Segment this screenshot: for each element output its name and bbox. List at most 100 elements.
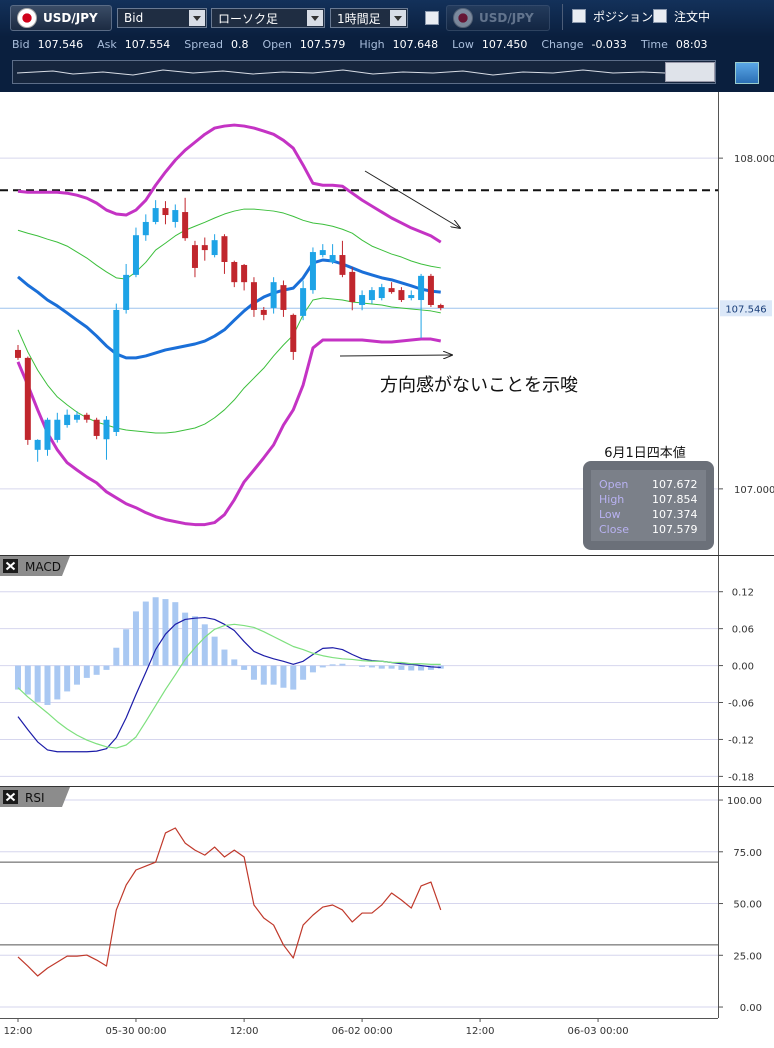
price-type: Bid (124, 11, 144, 25)
y-tick-label: 100.00 (727, 796, 762, 807)
chart: 108.000 107.000 107.546 方向感がないことを示唆 6月1日四本値 O… (0, 92, 774, 1037)
candle-body (418, 275, 425, 301)
histogram-bar (93, 665, 100, 675)
y-tick-label: 25.00 (733, 951, 762, 962)
band-line (17, 258, 441, 360)
ohlc-label: Open (599, 478, 628, 491)
arrow (339, 355, 452, 356)
candle-body (34, 439, 41, 450)
quote-value: 107.579 (299, 38, 346, 51)
compare-symbol: USD/JPY (479, 11, 534, 25)
panel-title: RSI (25, 791, 45, 805)
histogram-bar (300, 665, 307, 680)
candle-body (290, 314, 297, 352)
order-checkbox[interactable] (653, 9, 667, 23)
compare-checkbox[interactable] (425, 11, 439, 25)
ohlc-label: Close (599, 523, 629, 536)
y-tick-label: -0.06 (728, 699, 754, 710)
flag-icon (17, 8, 37, 28)
histogram-bar (123, 629, 130, 666)
histogram-bar (34, 665, 41, 702)
histogram-bar (182, 612, 189, 666)
histogram-bar (211, 636, 218, 666)
candle-body (231, 261, 238, 283)
candle-body (182, 212, 189, 239)
histogram-bar (14, 665, 21, 690)
histogram-bar (398, 665, 405, 670)
histogram-bar (73, 665, 80, 685)
candle-body (113, 309, 120, 432)
candle-body (319, 250, 326, 256)
histogram-bar (231, 659, 238, 666)
histogram-bar (388, 665, 395, 669)
candle-body (427, 275, 434, 305)
histogram-bar (250, 665, 257, 680)
panel-title: MACD (25, 560, 61, 574)
histogram-bar (427, 665, 434, 670)
ohlc-label: Low (599, 508, 621, 521)
y-tick-label: 0.00 (740, 1003, 762, 1014)
candle-body (339, 255, 346, 275)
histogram-bar (152, 597, 159, 666)
x-tick-label: 12:00 (230, 1026, 259, 1037)
annotation: 方向感がないことを示唆 (380, 375, 578, 396)
candle-body (368, 290, 375, 301)
histogram-bar (103, 665, 110, 670)
compare-button: USD/JPY (446, 5, 550, 31)
candle-body (54, 419, 61, 440)
timeframe-select[interactable]: 1時間足 (330, 8, 408, 28)
indicator-line (17, 616, 441, 753)
band-line (16, 337, 442, 527)
histogram-bar (191, 616, 198, 666)
symbol-button[interactable]: USD/JPY (10, 5, 112, 31)
candle-body (83, 414, 90, 420)
navigator-path (16, 69, 666, 76)
quote-value: 0.8 (230, 38, 249, 51)
navigator[interactable] (12, 60, 716, 84)
quote-label: Spread (184, 38, 223, 51)
close-icon-x (5, 792, 16, 802)
ohlc-label: High (599, 493, 624, 506)
candle-body (349, 271, 356, 303)
settings-icon[interactable] (735, 62, 759, 84)
histogram-bar (408, 665, 415, 671)
last-price-tag (720, 300, 772, 317)
histogram-bar (309, 665, 316, 673)
quote-label: Low (452, 38, 474, 51)
histogram-bar (221, 649, 228, 666)
candle-body (398, 290, 405, 301)
histogram-bar (378, 665, 385, 669)
quote-value: -0.033 (591, 38, 627, 51)
quote-label: Open (262, 38, 292, 51)
band-line (17, 123, 442, 244)
candle-body (329, 255, 336, 262)
candle-body (191, 245, 198, 268)
chart-style-select[interactable]: ローソク足 (211, 8, 325, 28)
quote-label: Change (541, 38, 584, 51)
price-type-select[interactable]: Bid (117, 8, 207, 28)
histogram-bar (132, 611, 139, 666)
close-icon-x (5, 561, 16, 571)
navigator-thumb[interactable] (665, 62, 715, 82)
quote-value: 107.450 (481, 38, 528, 51)
histogram-bar (329, 664, 336, 666)
navigator-line (16, 69, 666, 76)
histogram-bar (359, 665, 366, 667)
x-tick-label: 12:00 (466, 1026, 495, 1037)
ohlc-value: 107.854 (652, 493, 698, 506)
ohlc-inner (591, 470, 706, 541)
candle-body (132, 235, 139, 275)
order-label: 注文中 (674, 10, 711, 24)
histogram-bar (83, 665, 90, 678)
histogram-bar (44, 665, 51, 705)
candle-body (24, 357, 31, 440)
y-tick-label: -0.18 (728, 772, 754, 783)
candle-body (408, 295, 415, 299)
candle-body (123, 274, 130, 310)
candle-body (201, 245, 208, 251)
ohlc-title: 6月1日四本値 (604, 445, 686, 461)
dropdown-arrow (307, 10, 323, 26)
symbol: USD/JPY (43, 11, 98, 25)
position-checkbox[interactable] (572, 9, 586, 23)
quote-label: High (359, 38, 385, 51)
